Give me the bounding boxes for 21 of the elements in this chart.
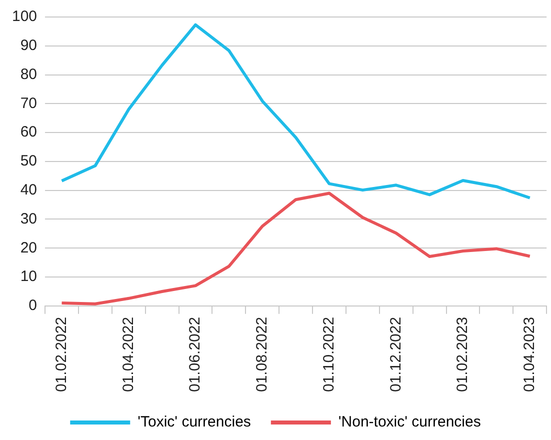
y-tick-label: 10 (20, 268, 38, 286)
y-tick-label: 80 (20, 66, 38, 83)
x-tick-label: 01.02.2022 (52, 316, 70, 392)
x-tick-label: 01.04.2023 (521, 316, 538, 392)
y-tick-label: 50 (20, 152, 38, 170)
x-tick-label: 01.04.2022 (120, 316, 137, 392)
x-tick-label: 01.12.2022 (387, 316, 404, 392)
x-tick-label: 01.02.2023 (454, 316, 472, 392)
x-tick-label: 01.10.2022 (320, 316, 338, 392)
legend-label: 'Non-toxic' currencies (338, 414, 481, 431)
y-tick-label: 20 (20, 239, 38, 256)
y-tick-label: 40 (20, 181, 38, 198)
y-tick-label: 70 (20, 94, 38, 112)
y-tick-label: 90 (20, 37, 38, 54)
x-tick-label: 01.08.2022 (254, 316, 271, 392)
y-tick-label: 100 (12, 8, 38, 26)
y-tick-label: 60 (20, 124, 38, 141)
y-tick-label: 30 (20, 210, 38, 228)
x-tick-label: 01.06.2022 (186, 316, 204, 392)
legend-label: 'Toxic' currencies (138, 414, 251, 431)
y-tick-label: 0 (28, 297, 38, 314)
